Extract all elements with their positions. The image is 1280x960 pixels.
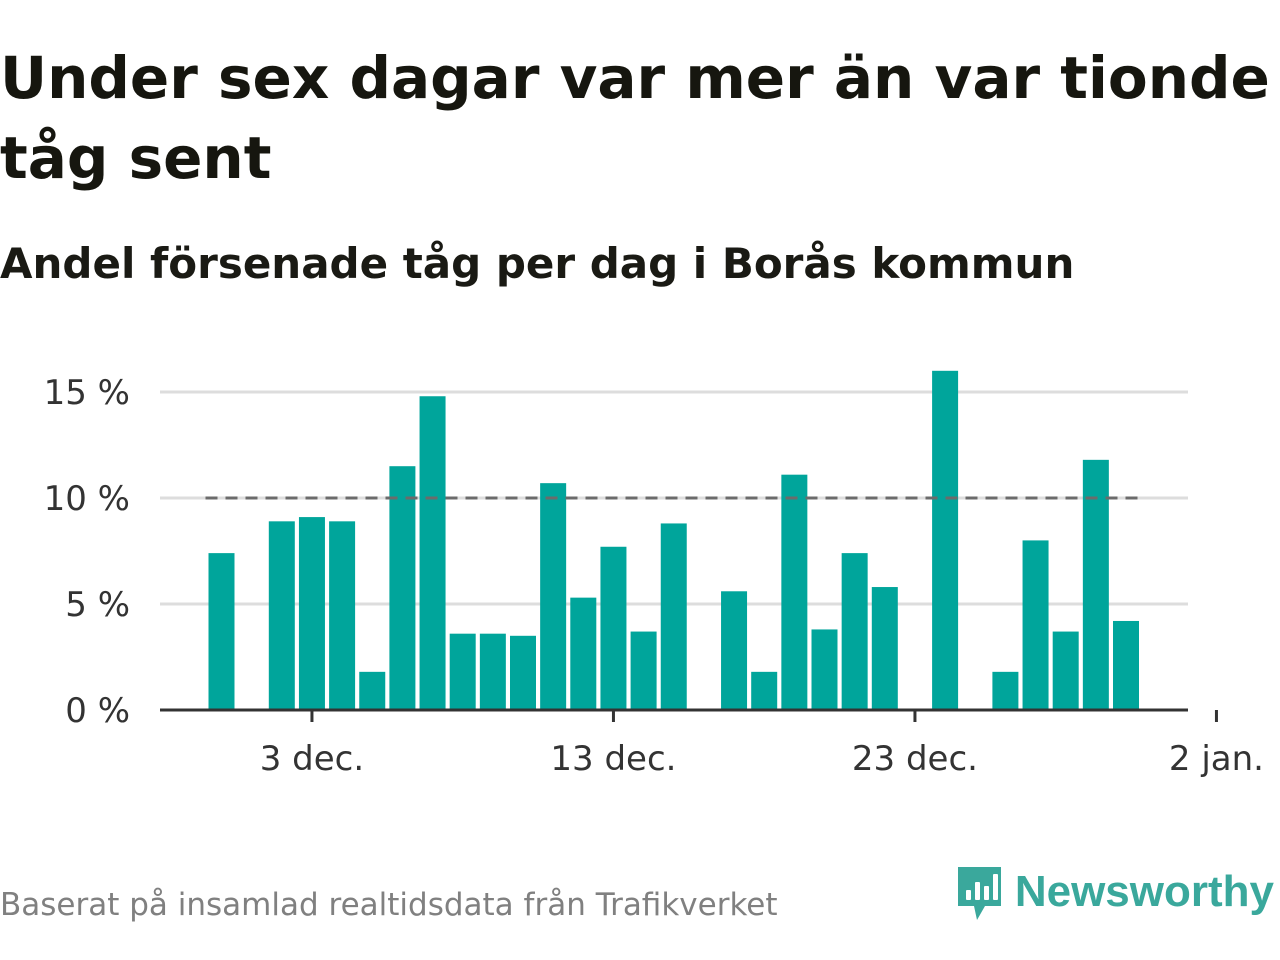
bar[interactable]: [660, 523, 687, 710]
bar[interactable]: [389, 466, 416, 710]
axes: [160, 708, 1218, 722]
bar[interactable]: [1082, 459, 1109, 710]
bar[interactable]: [811, 629, 838, 710]
bar[interactable]: [540, 483, 567, 710]
bar[interactable]: [268, 521, 295, 710]
x-tick-label: 3 dec.: [260, 739, 364, 779]
bar[interactable]: [419, 396, 446, 710]
bar[interactable]: [1113, 620, 1139, 710]
bar[interactable]: [1052, 631, 1079, 710]
chart-subtitle: Andel försenade tåg per dag i Borås komm…: [0, 239, 1075, 288]
bar[interactable]: [1022, 540, 1049, 710]
brand-logo[interactable]: Newsworthy: [955, 862, 1274, 922]
bar[interactable]: [298, 517, 325, 710]
x-tick-label: 2 jan.: [1169, 739, 1264, 779]
bar[interactable]: [932, 370, 959, 710]
bar-chart: 0 % 5 % 10 % 15 % 3 dec. 13 dec. 23 dec. 2 jan.: [44, 370, 1264, 779]
bar[interactable]: [721, 591, 748, 710]
bar[interactable]: [781, 474, 808, 710]
tick-labels: 0 % 5 % 10 % 15 % 3 dec. 13 dec. 23 dec. 2 jan.: [44, 373, 1264, 779]
bar[interactable]: [329, 521, 356, 710]
y-tick-label: 5 %: [65, 585, 130, 625]
y-tick-label: 10 %: [44, 479, 130, 519]
x-tick-label: 13 dec.: [550, 739, 676, 779]
bar[interactable]: [570, 597, 597, 710]
x-tick-label: 23 dec.: [852, 739, 978, 779]
bar[interactable]: [510, 635, 536, 710]
chart-title: Under sex dagar var mer än var tionde tå…: [0, 44, 1270, 192]
bar[interactable]: [359, 671, 386, 710]
y-tick-label: 0 %: [65, 691, 130, 731]
bar[interactable]: [841, 553, 868, 710]
bars: [208, 370, 1139, 710]
bar[interactable]: [600, 546, 627, 710]
bar[interactable]: [751, 671, 778, 710]
brand-name: Newsworthy: [1014, 867, 1274, 916]
bar[interactable]: [208, 553, 235, 710]
bar[interactable]: [992, 671, 1019, 710]
source-note: Baserat på insamlad realtidsdata från Tr…: [0, 887, 778, 923]
newsworthy-logo-icon: [957, 867, 1001, 920]
bar[interactable]: [449, 633, 476, 710]
bar[interactable]: [630, 631, 657, 710]
y-tick-label: 15 %: [44, 373, 130, 413]
bar[interactable]: [871, 587, 898, 710]
bar[interactable]: [479, 633, 506, 710]
